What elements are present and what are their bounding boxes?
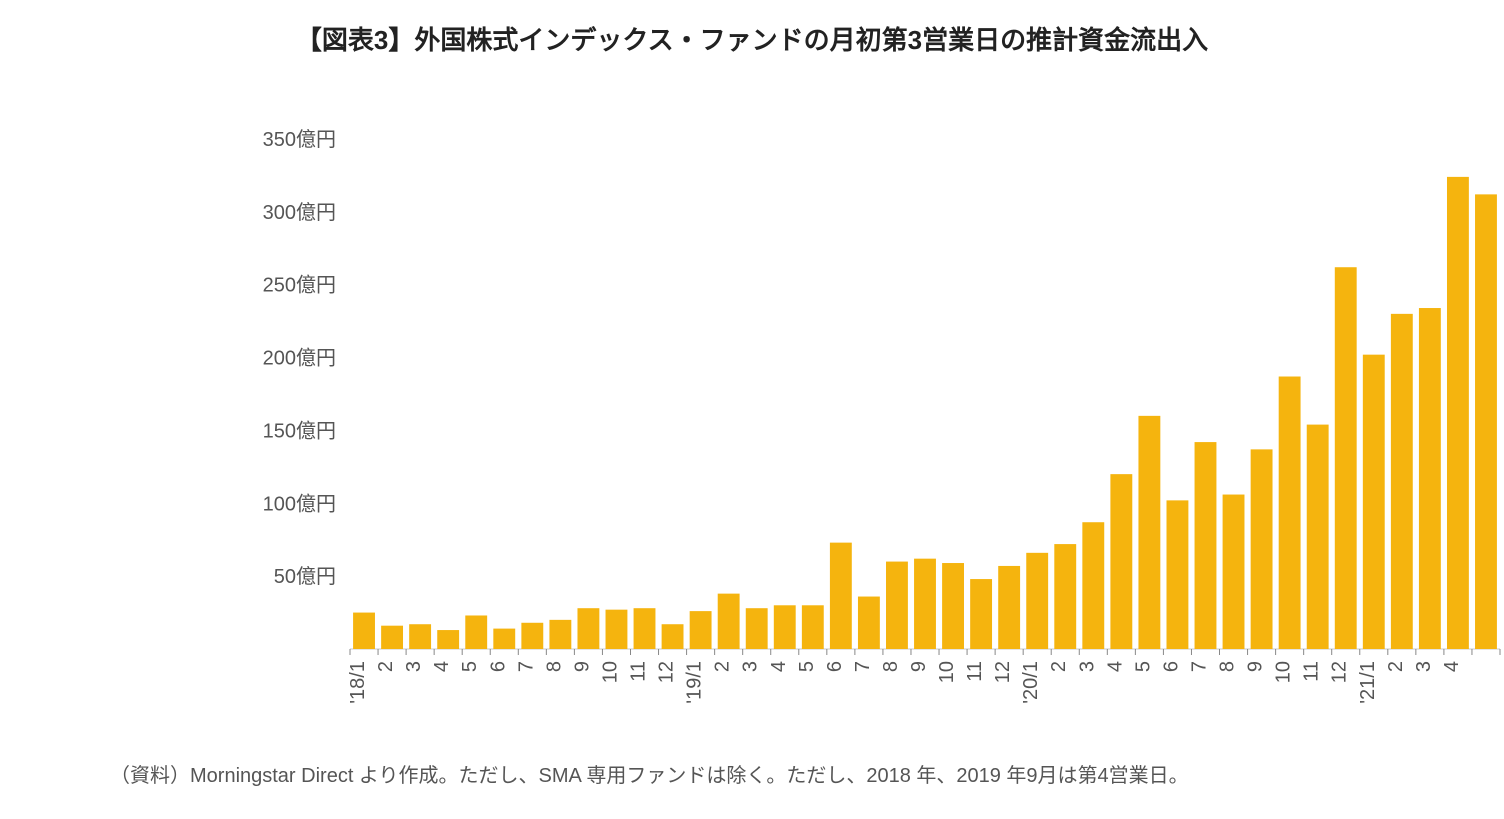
x-axis-label: 6 <box>487 661 509 672</box>
y-axis-label: 250億円 <box>263 274 336 297</box>
bar <box>549 620 571 649</box>
x-axis-label: 6 <box>824 661 846 672</box>
x-axis-label: 4 <box>1104 661 1126 672</box>
bar <box>409 624 431 649</box>
bar <box>1195 442 1217 649</box>
bar <box>858 597 880 649</box>
bar <box>1223 495 1245 649</box>
bar <box>718 594 740 649</box>
x-axis-label: 5 <box>796 661 818 672</box>
x-axis-label: 9 <box>571 661 593 672</box>
x-axis-label: 11 <box>964 661 986 682</box>
bar <box>1138 416 1160 649</box>
x-axis-label: '20/1 <box>1020 661 1042 704</box>
x-axis-label: 5 <box>1132 661 1154 672</box>
x-axis-label: 11 <box>628 661 650 682</box>
x-axis-label: 4 <box>768 661 790 672</box>
x-axis-label: 2 <box>1048 661 1070 672</box>
bar <box>493 629 515 649</box>
x-axis-label: 2 <box>1385 661 1407 672</box>
y-axis-label: 300億円 <box>263 201 336 224</box>
x-axis-label: 5 <box>459 661 481 672</box>
x-axis-label: 7 <box>852 661 874 672</box>
bar <box>690 611 712 649</box>
bar <box>830 543 852 649</box>
bar <box>1054 544 1076 649</box>
x-axis-label: 12 <box>1329 661 1351 683</box>
bar <box>802 605 824 649</box>
bar <box>437 630 459 649</box>
bar-chart: 50億円 100億円 150億円 200億円 250億円 300億円 350億円 '18/1 2… <box>60 69 1444 749</box>
y-axis-label: 350億円 <box>263 128 336 151</box>
x-axis-label: 3 <box>1413 661 1435 672</box>
chart-footnote: （資料）Morningstar Direct より作成。ただし、SMA 専用ファ… <box>110 759 1504 788</box>
bar <box>1026 553 1048 649</box>
x-axis-label: 10 <box>599 661 621 683</box>
bar <box>606 610 628 649</box>
bar <box>1251 449 1273 649</box>
x-axis-label: 8 <box>880 661 902 672</box>
x-axis-label: 6 <box>1160 661 1182 672</box>
x-axis-label: 3 <box>740 661 762 672</box>
x-axis-label: 7 <box>515 661 537 672</box>
bar <box>1279 377 1301 649</box>
bar <box>1307 425 1329 649</box>
bar <box>1110 474 1132 649</box>
bar <box>465 615 487 649</box>
bar <box>1419 308 1441 649</box>
x-axis-label: 9 <box>1245 661 1267 672</box>
x-axis-label: 10 <box>1273 661 1295 683</box>
x-axis-label: 10 <box>936 661 958 683</box>
bar <box>914 559 936 649</box>
bar <box>942 563 964 649</box>
bar <box>662 624 684 649</box>
bar <box>1335 267 1357 649</box>
bar <box>1167 500 1189 649</box>
bar <box>577 608 599 649</box>
x-axis-label: 3 <box>403 661 425 672</box>
x-axis-label: 8 <box>543 661 565 672</box>
x-axis-label: 12 <box>656 661 678 683</box>
bar <box>521 623 543 649</box>
x-axis-label: 3 <box>1076 661 1098 672</box>
x-axis-label: 2 <box>712 661 734 672</box>
bar <box>774 605 796 649</box>
y-axis-label: 50億円 <box>274 565 336 588</box>
x-axis-label: 7 <box>1188 661 1210 672</box>
y-axis-label: 100億円 <box>263 492 336 515</box>
x-axis-label: '18/1 <box>347 661 369 704</box>
bar <box>634 608 656 649</box>
bar <box>381 626 403 649</box>
x-axis-label: 4 <box>1441 661 1463 672</box>
x-axis-label: 9 <box>908 661 930 672</box>
y-axis-label: 150億円 <box>263 419 336 442</box>
bar <box>1391 314 1413 649</box>
x-axis-label: '21/1 <box>1357 661 1379 704</box>
x-axis-label: 12 <box>992 661 1014 683</box>
bar <box>746 608 768 649</box>
x-axis-label: 11 <box>1301 661 1323 682</box>
x-axis-label: 8 <box>1217 661 1239 672</box>
bar <box>1447 177 1469 649</box>
x-axis-label: 4 <box>431 661 453 672</box>
bar <box>886 562 908 649</box>
bar <box>998 566 1020 649</box>
y-axis-label: 200億円 <box>263 347 336 370</box>
bar <box>1082 522 1104 649</box>
bar <box>970 579 992 649</box>
chart-title: 【図表3】外国株式インデックス・ファンドの月初第3営業日の推計資金流出入 <box>0 20 1504 57</box>
x-axis-label: '19/1 <box>684 661 706 704</box>
bar <box>1475 194 1497 649</box>
bar <box>353 613 375 649</box>
x-axis-label: 2 <box>375 661 397 672</box>
bar <box>1363 355 1385 649</box>
